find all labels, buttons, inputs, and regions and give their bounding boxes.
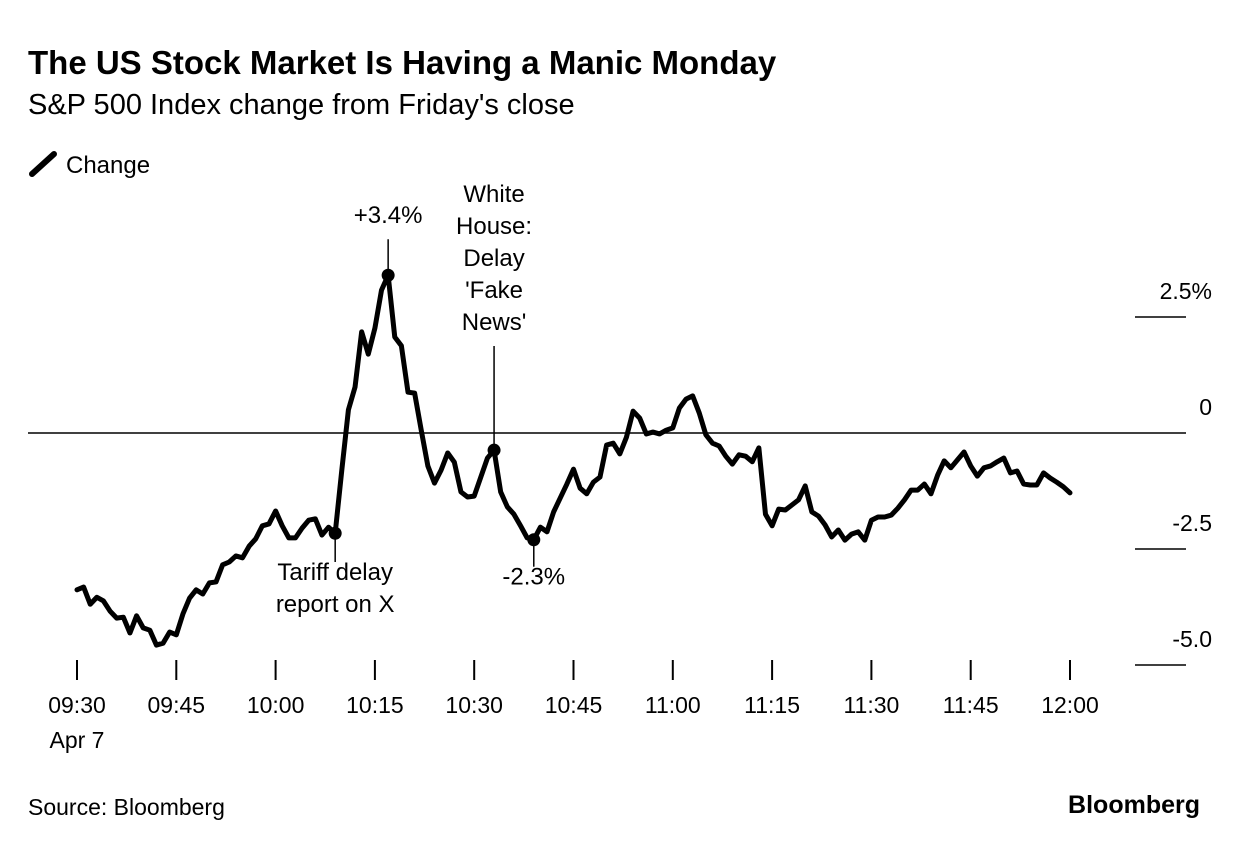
annotation-dot [381,268,395,282]
y-tick-label: -2.5 [1172,510,1212,536]
annotation-text: White [463,181,524,208]
annotation-text: Tariff delay [277,559,393,586]
annotation-dot [328,526,342,540]
annotation-text: +3.4% [354,202,423,229]
legend-swatch [29,151,57,177]
x-tick-label: 09:30 [48,692,106,718]
line [74,272,1073,648]
brand: Bloomberg [1068,791,1200,819]
x-tick-label: 11:45 [943,692,999,718]
x-tick-label: 10:30 [445,692,503,718]
annotation-dot [487,443,501,457]
chart-subtitle: S&P 500 Index change from Friday's close [28,89,575,121]
annotation-text: report on X [276,591,395,618]
x-tick-label: 10:15 [346,692,404,718]
x-tick-label: 11:00 [645,692,701,718]
annotation-text: 'Fake [465,277,523,304]
source: Source: Bloomberg [28,794,225,820]
y-tick-label: 2.5% [1160,278,1212,304]
x-tick-label: 12:00 [1041,692,1099,718]
x-tick-label: 10:00 [247,692,305,718]
legend-label: Change [66,152,150,179]
y-tick-label: 0 [1199,394,1212,420]
annotation-text: -2.3% [502,564,565,591]
date-label: Apr 7 [50,727,105,753]
annotation-text: House: [456,213,532,240]
x-tick-label: 11:15 [744,692,800,718]
annotation-text: News' [462,309,527,336]
y-tick-label: -5.0 [1172,626,1212,652]
x-tick-label: 10:45 [545,692,603,718]
annotation-dot [527,533,541,547]
chart-title: The US Stock Market Is Having a Manic Mo… [28,44,777,81]
x-tick-label: 11:30 [843,692,899,718]
x-tick-label: 09:45 [148,692,206,718]
annotation-text: Delay [463,245,524,272]
